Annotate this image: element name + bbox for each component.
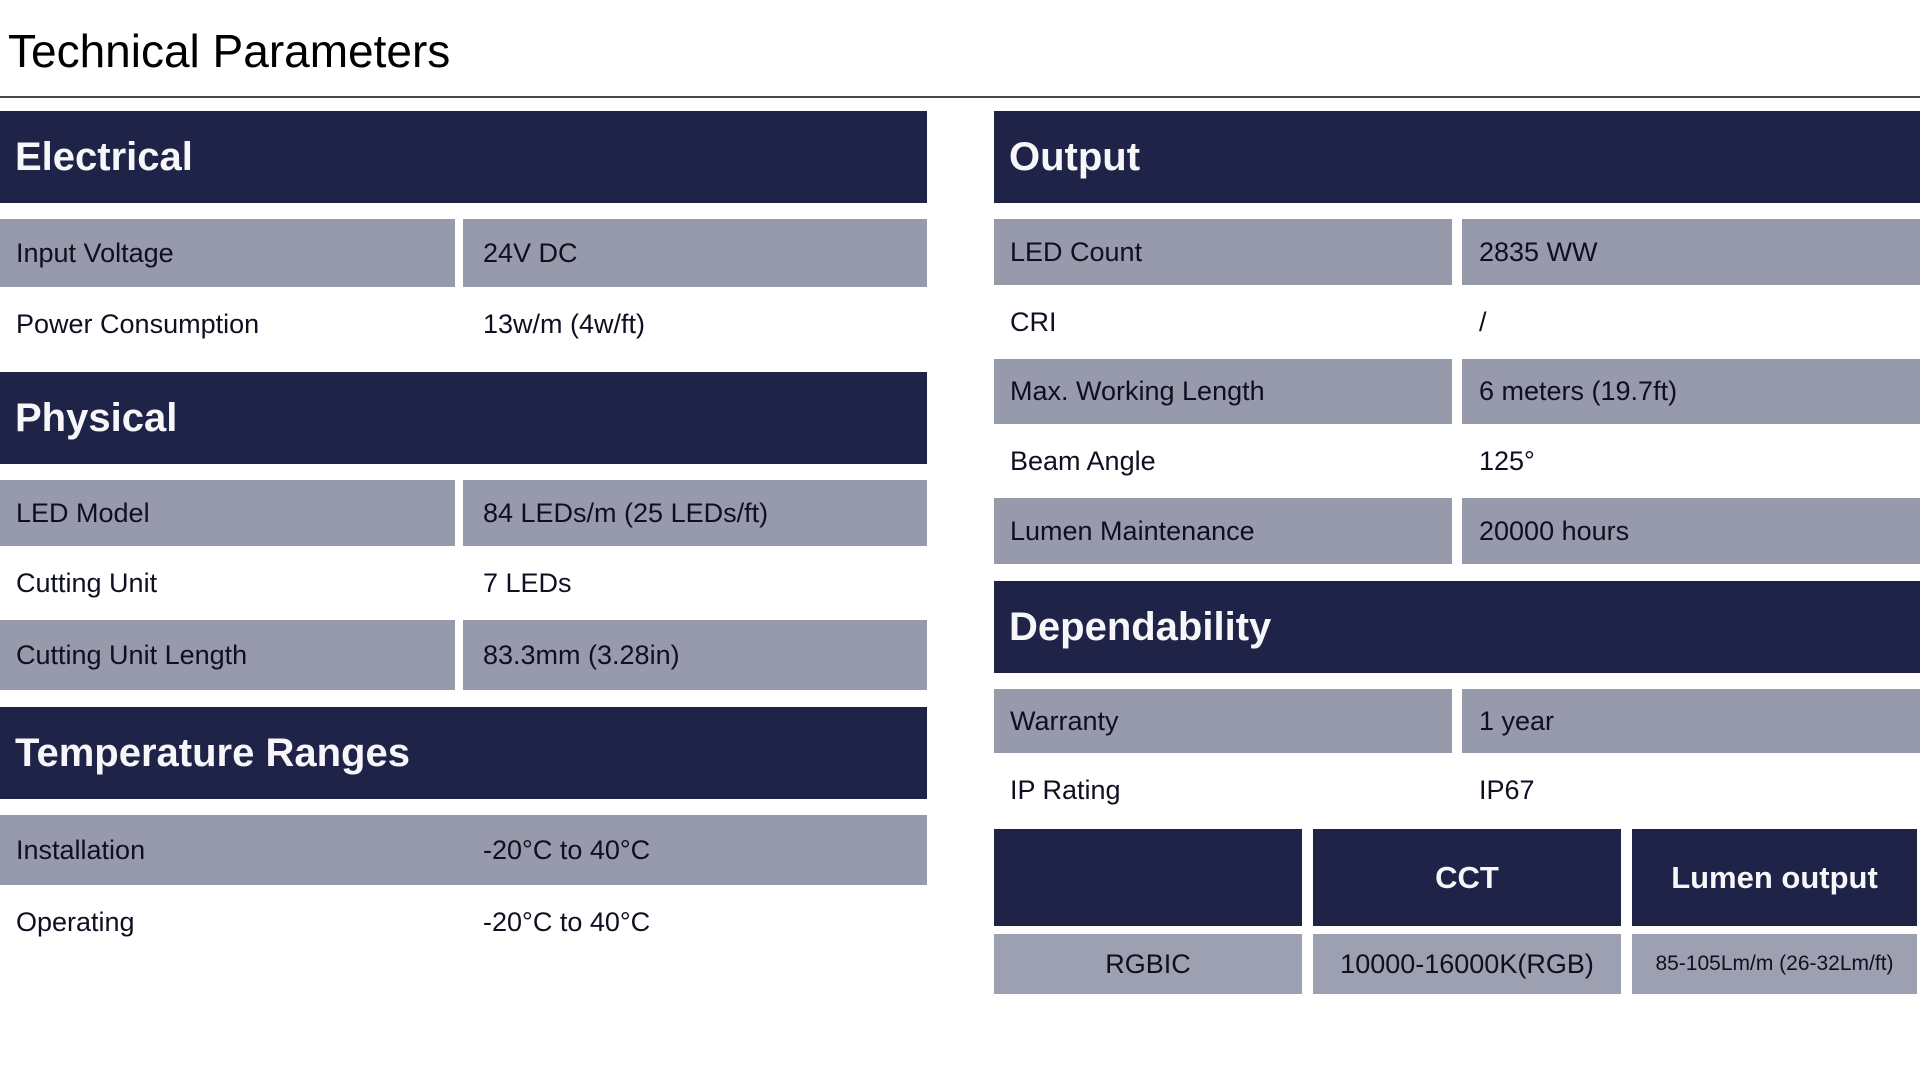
spec-row-installation: Installation -20°C to 40°C <box>0 815 927 885</box>
spec-value: 84 LEDs/m (25 LEDs/ft) <box>463 480 927 546</box>
right-column: Output LED Count 2835 WW CRI / Max. Work… <box>994 98 1920 994</box>
spec-label: Operating <box>16 906 135 937</box>
spec-row-cri: CRI / <box>994 291 1920 353</box>
section-header-output: Output <box>994 111 1920 203</box>
spec-sheet: Technical Parameters Electrical Input Vo… <box>0 25 1920 994</box>
spec-value: 83.3mm (3.28in) <box>463 620 927 690</box>
spec-row-ip-rating: IP Rating IP67 <box>994 759 1920 821</box>
cct-table-cell-cct: 10000-16000K(RGB) <box>1313 934 1621 994</box>
cct-lumen-table: CCT Lumen output RGBIC 10000-16000K(RGB)… <box>994 829 1920 994</box>
spec-row-cutting-unit: Cutting Unit 7 LEDs <box>0 552 927 614</box>
cct-table-header-empty <box>994 829 1302 926</box>
spec-label: LED Count <box>994 219 1452 285</box>
spec-label: LED Model <box>0 480 455 546</box>
spec-value: IP67 <box>1479 774 1535 805</box>
spec-label: IP Rating <box>1010 774 1121 805</box>
cct-table-header-lumen-output: Lumen output <box>1632 829 1917 926</box>
cct-table-cell-name: RGBIC <box>994 934 1302 994</box>
spec-row-max-working-length: Max. Working Length 6 meters (19.7ft) <box>994 359 1920 424</box>
spec-label: Lumen Maintenance <box>994 498 1452 564</box>
spec-label: CRI <box>1010 306 1057 337</box>
spec-columns: Electrical Input Voltage 24V DC Power Co… <box>0 98 1920 994</box>
spec-row-beam-angle: Beam Angle 125° <box>994 430 1920 492</box>
spec-value: 6 meters (19.7ft) <box>1462 359 1920 424</box>
spec-row-input-voltage: Input Voltage 24V DC <box>0 219 927 287</box>
section-header-dependability: Dependability <box>994 581 1920 673</box>
spec-label: Max. Working Length <box>994 359 1452 424</box>
spec-row-cutting-unit-length: Cutting Unit Length 83.3mm (3.28in) <box>0 620 927 690</box>
spec-label: Beam Angle <box>1010 445 1156 476</box>
spec-row-warranty: Warranty 1 year <box>994 689 1920 753</box>
spec-value: -20°C to 40°C <box>483 906 651 937</box>
spec-value: 1 year <box>1462 689 1920 753</box>
spec-value: 125° <box>1479 445 1535 476</box>
spec-label: Installation <box>16 834 146 865</box>
section-header-physical: Physical <box>0 372 927 464</box>
spec-value: 24V DC <box>463 219 927 287</box>
spec-value: 13w/m (4w/ft) <box>483 308 646 339</box>
cct-table-data-row: RGBIC 10000-16000K(RGB) 85-105Lm/m (26-3… <box>994 934 1920 994</box>
spec-row-power-consumption: Power Consumption 13w/m (4w/ft) <box>0 293 927 355</box>
cct-table-header-row: CCT Lumen output <box>994 829 1920 926</box>
spec-label: Warranty <box>994 689 1452 753</box>
section-header-electrical: Electrical <box>0 111 927 203</box>
spec-row-led-model: LED Model 84 LEDs/m (25 LEDs/ft) <box>0 480 927 546</box>
title-divider <box>0 96 1920 98</box>
spec-row-lumen-maintenance: Lumen Maintenance 20000 hours <box>994 498 1920 564</box>
page-title: Technical Parameters <box>8 25 451 77</box>
spec-label: Power Consumption <box>16 308 260 339</box>
section-header-temperature-ranges: Temperature Ranges <box>0 707 927 799</box>
cct-table-cell-lumen: 85-105Lm/m (26-32Lm/ft) <box>1632 934 1917 994</box>
spec-label: Cutting Unit <box>16 567 158 598</box>
left-column: Electrical Input Voltage 24V DC Power Co… <box>0 98 927 994</box>
spec-value: / <box>1479 306 1487 337</box>
spec-row-operating: Operating -20°C to 40°C <box>0 891 927 953</box>
spec-value: 7 LEDs <box>483 567 572 598</box>
cct-table-header-cct: CCT <box>1313 829 1621 926</box>
spec-label: Input Voltage <box>0 219 455 287</box>
spec-row-led-count: LED Count 2835 WW <box>994 219 1920 285</box>
spec-value: 2835 WW <box>1462 219 1920 285</box>
spec-value: 20000 hours <box>1462 498 1920 564</box>
spec-value: -20°C to 40°C <box>483 834 651 865</box>
spec-label: Cutting Unit Length <box>0 620 455 690</box>
